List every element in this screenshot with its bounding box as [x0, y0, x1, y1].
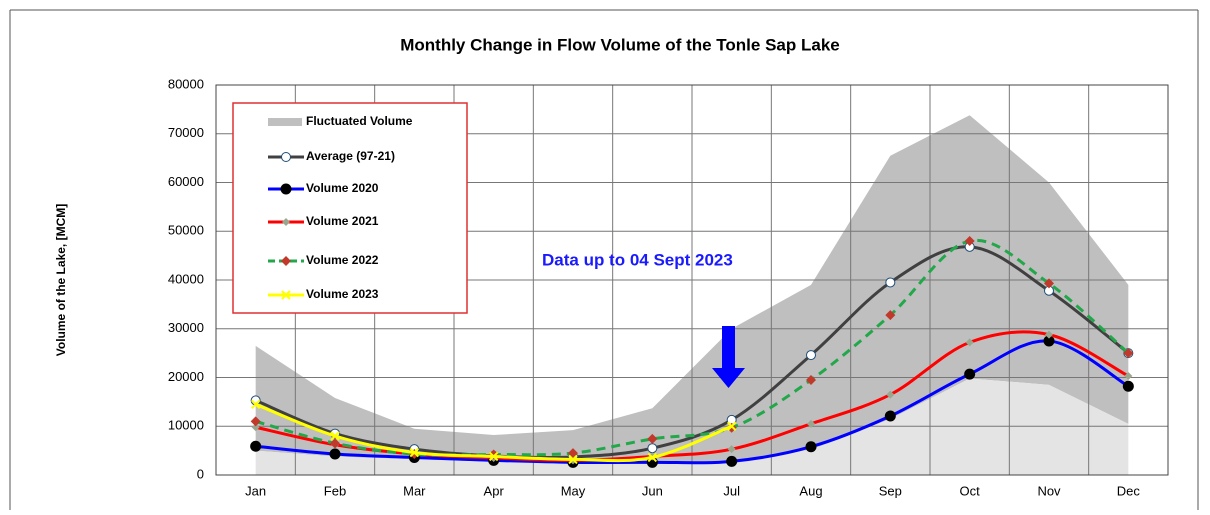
x-tick-label: Feb	[324, 483, 346, 498]
marker	[647, 452, 658, 463]
x-tick-label: Nov	[1037, 483, 1061, 498]
y-tick-label: 30000	[168, 320, 204, 335]
marker	[330, 431, 340, 441]
legend-label: Fluctuated Volume	[306, 114, 413, 128]
y-tick-label: 40000	[168, 271, 204, 286]
range-area	[255, 115, 1129, 464]
x-tick-label: Jun	[642, 483, 663, 498]
y-axis-label: Volume of the Lake, [MCM]	[54, 204, 68, 356]
x-tick-label: Apr	[484, 483, 505, 498]
marker	[1124, 372, 1133, 381]
marker	[330, 438, 340, 449]
marker	[250, 440, 262, 452]
marker	[1123, 348, 1134, 359]
legend-label: Volume 2022	[306, 253, 379, 267]
legend-label: Volume 2021	[306, 214, 379, 228]
marker	[281, 152, 291, 162]
x-tick-label: Aug	[799, 483, 822, 498]
y-tick-label: 80000	[168, 76, 204, 91]
y-tick-label: 0	[197, 466, 204, 481]
marker	[805, 441, 817, 453]
marker	[568, 454, 578, 465]
legend-label: Volume 2023	[306, 287, 379, 301]
marker	[647, 433, 658, 444]
legend: Fluctuated Volume Average (97-21) Volume 2…	[232, 102, 468, 314]
marker	[885, 310, 896, 321]
marker	[488, 451, 499, 462]
marker	[965, 338, 974, 347]
marker	[1044, 278, 1054, 289]
x-tick-label: Jan	[245, 483, 266, 498]
marker	[885, 277, 896, 288]
series-line	[255, 245, 1130, 460]
marker	[807, 419, 815, 428]
legend-label: Average (97-21)	[306, 149, 395, 163]
marker	[251, 423, 260, 432]
marker	[964, 368, 976, 380]
marker	[1122, 380, 1134, 392]
marker	[727, 445, 736, 454]
marker	[884, 410, 896, 422]
marker	[726, 455, 738, 467]
legend-box	[232, 102, 468, 314]
marker	[806, 374, 816, 385]
x-tick-label: Sep	[879, 483, 902, 498]
x-tick-label: May	[561, 483, 586, 498]
y-tick-label: 60000	[168, 174, 204, 189]
marker	[1043, 335, 1055, 347]
marker	[409, 447, 420, 458]
marker	[282, 218, 290, 226]
marker	[281, 256, 291, 266]
y-tick-label: 70000	[168, 125, 204, 140]
marker	[964, 236, 975, 246]
chart-title: Monthly Change in Flow Volume of the Ton…	[400, 35, 840, 54]
y-tick-label: 50000	[168, 223, 204, 238]
x-tick-label: Mar	[403, 483, 426, 498]
marker	[806, 350, 816, 361]
marker	[726, 421, 737, 431]
y-tick-label: 20000	[168, 369, 204, 384]
marker	[329, 448, 341, 460]
plot-border	[215, 84, 1169, 476]
marker	[280, 183, 292, 195]
x-tick-label: Oct	[960, 483, 981, 498]
annotation: Data up to 04 Sept 2023	[542, 250, 733, 269]
arrow	[712, 326, 745, 388]
marker	[250, 399, 261, 410]
marker	[886, 390, 895, 399]
marker	[250, 416, 261, 427]
marker	[281, 290, 291, 300]
y-tick-label: 10000	[168, 418, 204, 433]
marker	[1045, 330, 1053, 339]
marker	[647, 443, 658, 454]
legend-label: Volume 2020	[306, 181, 379, 195]
x-tick-label: Jul	[723, 483, 740, 498]
x-tick-label: Dec	[1117, 483, 1141, 498]
range-min-area	[255, 378, 1129, 475]
